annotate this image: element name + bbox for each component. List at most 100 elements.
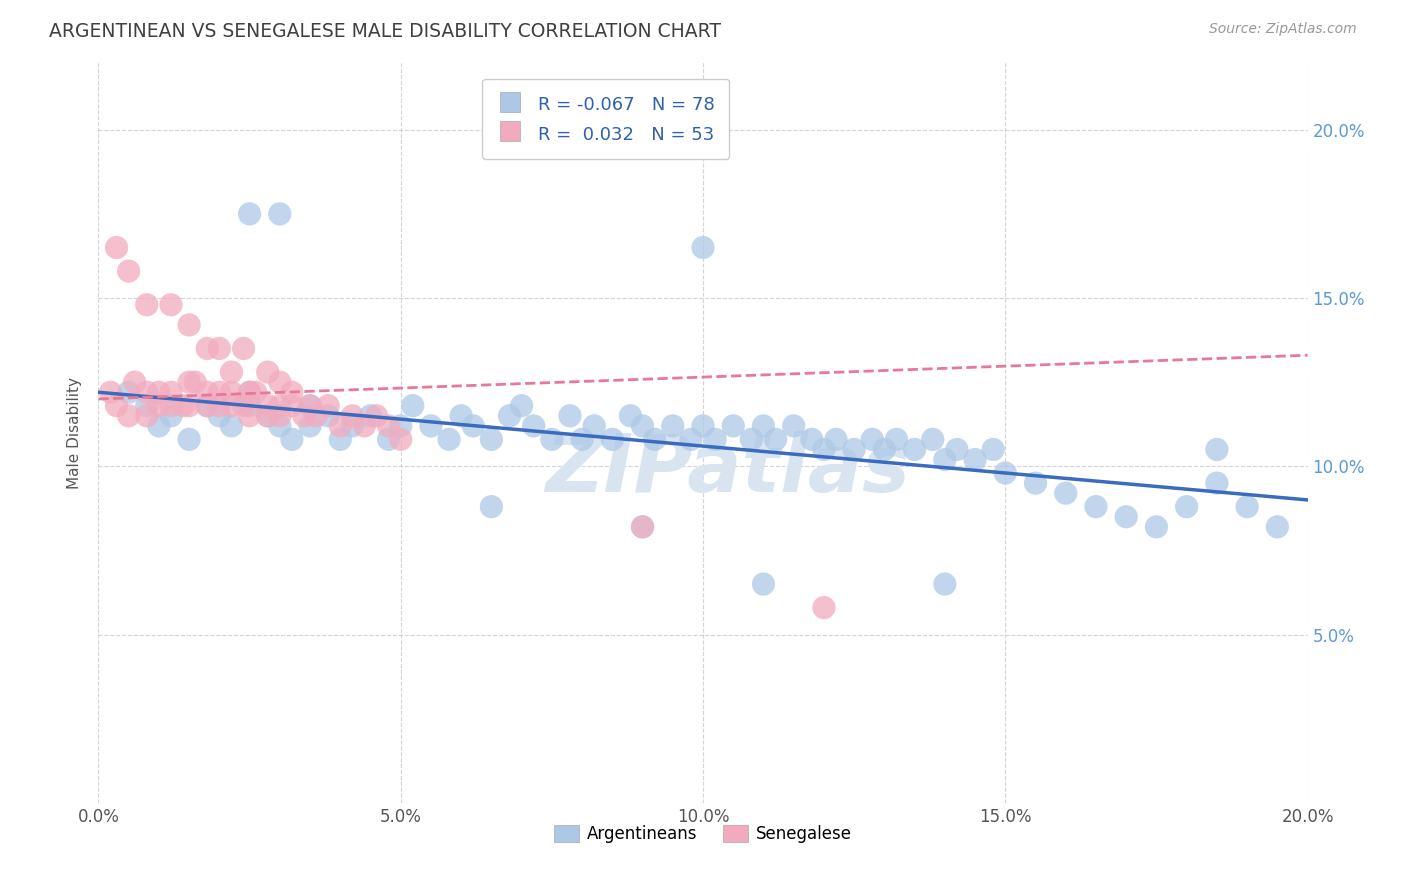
Point	[329, 418, 352, 433]
Point	[825, 433, 848, 447]
Point	[160, 409, 183, 423]
Point	[1206, 476, 1229, 491]
Point	[195, 342, 218, 356]
Point	[498, 409, 520, 423]
Point	[661, 418, 683, 433]
Point	[135, 399, 157, 413]
Point	[208, 399, 231, 413]
Point	[679, 433, 702, 447]
Point	[179, 318, 201, 332]
Point	[389, 433, 412, 447]
Point	[256, 399, 278, 413]
Point	[329, 433, 352, 447]
Point	[208, 409, 231, 423]
Point	[631, 418, 654, 433]
Point	[481, 500, 503, 514]
Point	[195, 399, 218, 413]
Point	[184, 375, 207, 389]
Point	[981, 442, 1004, 457]
Point	[510, 399, 533, 413]
Point	[783, 418, 806, 433]
Point	[221, 418, 243, 433]
Point	[904, 442, 927, 457]
Point	[1054, 486, 1077, 500]
Point	[752, 418, 775, 433]
Point	[221, 385, 243, 400]
Point	[208, 385, 231, 400]
Point	[540, 433, 562, 447]
Point	[723, 418, 745, 433]
Point	[148, 399, 170, 413]
Point	[1024, 476, 1046, 491]
Point	[1267, 520, 1289, 534]
Point	[644, 433, 666, 447]
Point	[105, 240, 128, 255]
Point	[558, 409, 581, 423]
Point	[221, 365, 243, 379]
Text: ARGENTINEAN VS SENEGALESE MALE DISABILITY CORRELATION CHART: ARGENTINEAN VS SENEGALESE MALE DISABILIT…	[49, 22, 721, 41]
Point	[1236, 500, 1258, 514]
Point	[100, 385, 122, 400]
Point	[281, 385, 304, 400]
Point	[1206, 442, 1229, 457]
Point	[437, 433, 460, 447]
Point	[179, 399, 201, 413]
Point	[692, 240, 714, 255]
Point	[160, 298, 183, 312]
Point	[631, 520, 654, 534]
Point	[844, 442, 866, 457]
Point	[631, 520, 654, 534]
Point	[377, 433, 399, 447]
Point	[195, 399, 218, 413]
Point	[305, 409, 328, 423]
Point	[269, 418, 291, 433]
Point	[800, 433, 823, 447]
Point	[299, 418, 322, 433]
Point	[269, 375, 291, 389]
Point	[934, 452, 956, 467]
Point	[118, 409, 141, 423]
Point	[208, 342, 231, 356]
Point	[765, 433, 787, 447]
Point	[269, 399, 291, 413]
Point	[118, 385, 141, 400]
Point	[813, 442, 835, 457]
Point	[281, 399, 304, 413]
Point	[135, 298, 157, 312]
Point	[316, 409, 339, 423]
Point	[1115, 509, 1137, 524]
Point	[873, 442, 896, 457]
Point	[860, 433, 883, 447]
Point	[135, 385, 157, 400]
Point	[239, 385, 262, 400]
Point	[342, 418, 364, 433]
Point	[232, 399, 254, 413]
Point	[921, 433, 943, 447]
Point	[813, 600, 835, 615]
Point	[1175, 500, 1198, 514]
Point	[195, 385, 218, 400]
Point	[148, 418, 170, 433]
Point	[704, 433, 727, 447]
Point	[402, 399, 425, 413]
Point	[965, 452, 987, 467]
Point	[179, 375, 201, 389]
Point	[124, 375, 146, 389]
Point	[299, 399, 322, 413]
Point	[377, 418, 399, 433]
Point	[463, 418, 485, 433]
Point	[1085, 500, 1108, 514]
Y-axis label: Male Disability: Male Disability	[67, 376, 83, 489]
Point	[148, 385, 170, 400]
Point	[523, 418, 546, 433]
Point	[299, 399, 322, 413]
Point	[752, 577, 775, 591]
Point	[619, 409, 641, 423]
Point	[450, 409, 472, 423]
Point	[886, 433, 908, 447]
Text: Source: ZipAtlas.com: Source: ZipAtlas.com	[1209, 22, 1357, 37]
Point	[602, 433, 624, 447]
Point	[420, 418, 443, 433]
Point	[160, 385, 183, 400]
Point	[481, 433, 503, 447]
